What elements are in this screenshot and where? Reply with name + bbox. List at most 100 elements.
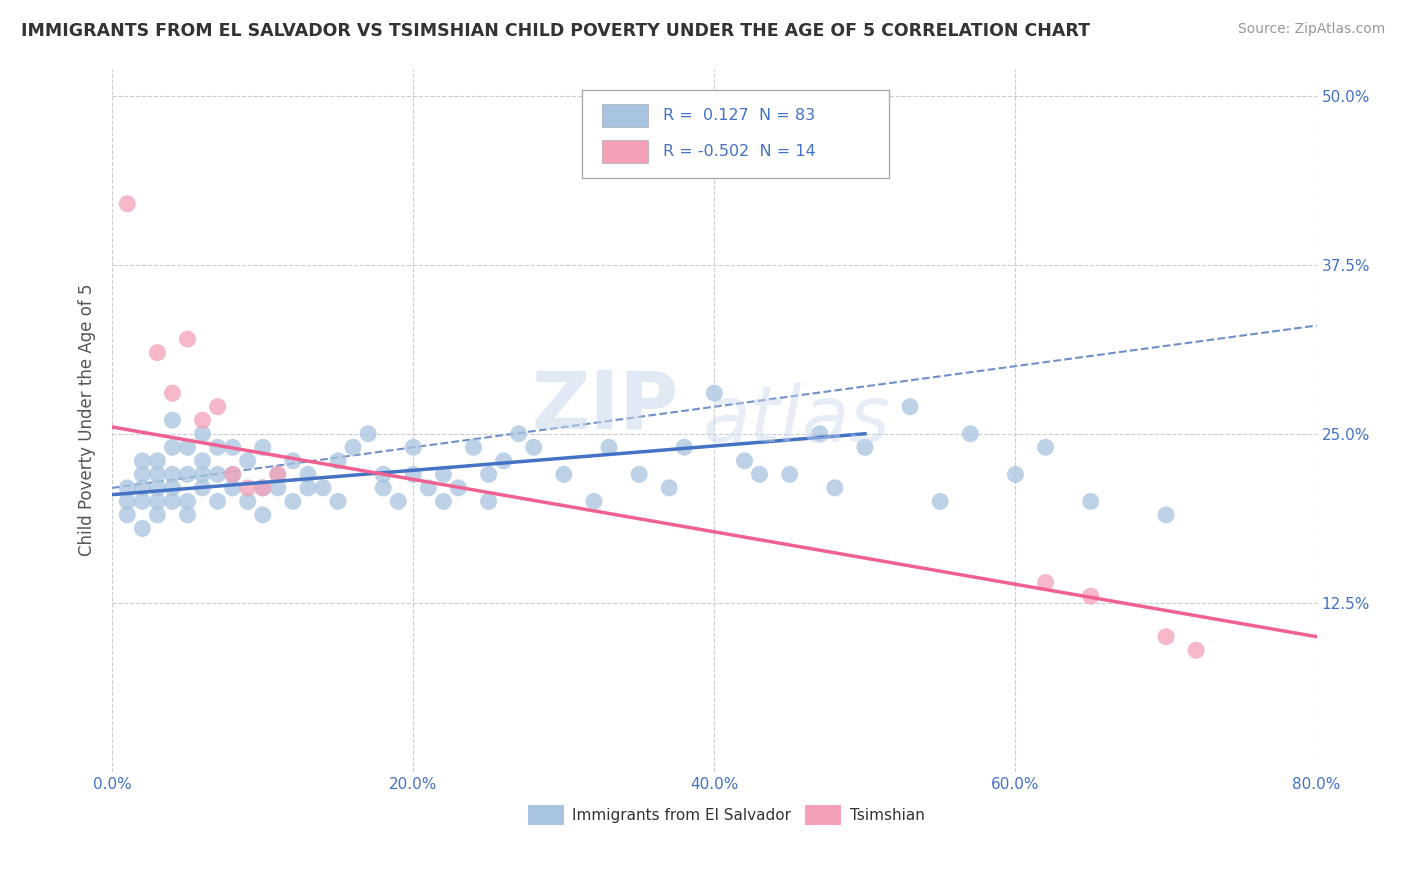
- Point: [221, 481, 243, 495]
- Point: [252, 481, 274, 495]
- Point: [162, 440, 184, 454]
- Point: [898, 400, 921, 414]
- FancyBboxPatch shape: [804, 805, 841, 825]
- Point: [959, 426, 981, 441]
- Text: R = -0.502  N = 14: R = -0.502 N = 14: [662, 144, 815, 159]
- Point: [162, 494, 184, 508]
- Point: [191, 467, 214, 482]
- Point: [432, 494, 454, 508]
- Point: [1004, 467, 1026, 482]
- Point: [523, 440, 546, 454]
- Point: [252, 481, 274, 495]
- Point: [373, 481, 395, 495]
- Text: IMMIGRANTS FROM EL SALVADOR VS TSIMSHIAN CHILD POVERTY UNDER THE AGE OF 5 CORREL: IMMIGRANTS FROM EL SALVADOR VS TSIMSHIAN…: [21, 22, 1090, 40]
- Text: Tsimshian: Tsimshian: [851, 808, 925, 823]
- Point: [748, 467, 770, 482]
- Point: [929, 494, 952, 508]
- Point: [402, 467, 425, 482]
- Text: Immigrants from El Salvador: Immigrants from El Salvador: [572, 808, 792, 823]
- FancyBboxPatch shape: [602, 104, 648, 127]
- Point: [447, 481, 470, 495]
- Point: [207, 494, 229, 508]
- Point: [478, 494, 501, 508]
- Point: [131, 494, 153, 508]
- Point: [628, 467, 651, 482]
- Point: [281, 454, 304, 468]
- Point: [236, 481, 259, 495]
- Point: [824, 481, 846, 495]
- Point: [117, 196, 139, 211]
- Point: [312, 481, 335, 495]
- Point: [463, 440, 485, 454]
- Point: [1080, 589, 1102, 603]
- Point: [267, 481, 290, 495]
- Point: [297, 467, 319, 482]
- FancyBboxPatch shape: [527, 805, 564, 825]
- Text: Source: ZipAtlas.com: Source: ZipAtlas.com: [1237, 22, 1385, 37]
- Point: [236, 454, 259, 468]
- FancyBboxPatch shape: [582, 89, 889, 178]
- Point: [1154, 508, 1177, 522]
- Point: [221, 467, 243, 482]
- Point: [146, 467, 169, 482]
- Point: [808, 426, 831, 441]
- Point: [508, 426, 530, 441]
- Point: [176, 332, 198, 346]
- Point: [252, 508, 274, 522]
- Point: [221, 440, 243, 454]
- Point: [131, 521, 153, 535]
- Point: [207, 440, 229, 454]
- Point: [162, 481, 184, 495]
- Point: [267, 467, 290, 482]
- Point: [162, 413, 184, 427]
- Point: [221, 467, 243, 482]
- Text: R =  0.127  N = 83: R = 0.127 N = 83: [662, 108, 814, 123]
- Point: [553, 467, 575, 482]
- Point: [117, 481, 139, 495]
- Point: [598, 440, 620, 454]
- Point: [162, 386, 184, 401]
- Point: [191, 454, 214, 468]
- Point: [779, 467, 801, 482]
- Point: [432, 467, 454, 482]
- Point: [582, 494, 605, 508]
- Point: [1185, 643, 1208, 657]
- Point: [673, 440, 696, 454]
- Point: [267, 467, 290, 482]
- Point: [478, 467, 501, 482]
- Point: [402, 440, 425, 454]
- Point: [252, 440, 274, 454]
- Text: atlas: atlas: [703, 383, 890, 458]
- Point: [342, 440, 364, 454]
- Point: [1080, 494, 1102, 508]
- Point: [326, 494, 349, 508]
- Point: [176, 440, 198, 454]
- Point: [191, 413, 214, 427]
- Point: [1154, 630, 1177, 644]
- Point: [162, 467, 184, 482]
- Point: [191, 426, 214, 441]
- Point: [131, 467, 153, 482]
- Y-axis label: Child Poverty Under the Age of 5: Child Poverty Under the Age of 5: [79, 284, 96, 557]
- Point: [146, 481, 169, 495]
- Point: [387, 494, 409, 508]
- Point: [176, 494, 198, 508]
- Point: [131, 454, 153, 468]
- Point: [191, 481, 214, 495]
- Point: [146, 345, 169, 359]
- Point: [236, 494, 259, 508]
- Point: [117, 494, 139, 508]
- Text: ZIP: ZIP: [531, 368, 678, 445]
- Point: [207, 467, 229, 482]
- Point: [658, 481, 681, 495]
- Point: [373, 467, 395, 482]
- Point: [418, 481, 440, 495]
- FancyBboxPatch shape: [602, 140, 648, 162]
- Point: [734, 454, 756, 468]
- Point: [326, 454, 349, 468]
- Point: [131, 481, 153, 495]
- Point: [1035, 575, 1057, 590]
- Point: [1035, 440, 1057, 454]
- Point: [281, 494, 304, 508]
- Point: [176, 508, 198, 522]
